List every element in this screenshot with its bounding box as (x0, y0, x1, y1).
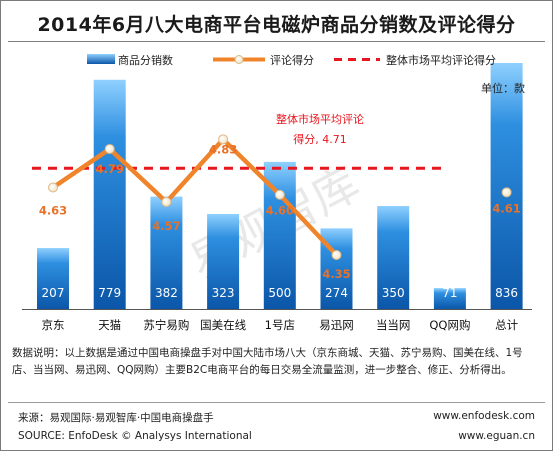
x-tick-label-3: 国美在线 (200, 318, 246, 332)
bar-6 (377, 206, 410, 309)
x-tick-label-1: 天猫 (98, 318, 121, 332)
score-label-1: 4.79 (96, 162, 124, 176)
legend-sales-label: 商品分销数 (118, 54, 173, 67)
score-marker-3 (218, 134, 229, 145)
x-tick-label-0: 京东 (42, 318, 65, 332)
bar-3 (207, 213, 240, 309)
x-tick-label-2: 苏宁易购 (143, 318, 189, 332)
title-divider (8, 41, 545, 42)
bar-value-label-6: 350 (382, 286, 405, 300)
footer-divider (8, 402, 545, 403)
bar-value-label-2: 382 (155, 286, 178, 300)
score-marker-2 (161, 196, 172, 207)
bar-0 (37, 248, 69, 309)
score-marker-5 (331, 249, 342, 260)
bar-value-label-1: 779 (98, 286, 121, 300)
bar-1 (93, 79, 126, 309)
score-marker-0 (48, 182, 58, 193)
score-marker-1 (104, 143, 115, 154)
legend-sales-swatch (87, 54, 115, 64)
footer-url-2: www.eguan.cn (458, 430, 535, 442)
score-marker-8 (501, 187, 512, 198)
chart-title: 2014年6月八大电商平台电磁炉商品分销数及评论得分 (37, 14, 516, 36)
x-tick-label-6: 当当网 (376, 318, 411, 332)
bar-value-label-8: 836 (495, 286, 518, 300)
score-line (51, 137, 339, 257)
x-tick-label-5: 易迅网 (319, 318, 354, 332)
score-label-5: 4.35 (322, 267, 350, 281)
x-tick-label-8: 总计 (495, 318, 518, 332)
bar-7 (433, 288, 466, 309)
score-label-3: 4.83 (209, 142, 237, 156)
score-label-8: 4.61 (492, 201, 520, 215)
bar-value-label-0: 207 (42, 286, 65, 300)
unit-label: 单位：款 (481, 82, 525, 95)
average-annotation-line1: 整体市场平均评论 (276, 113, 364, 126)
data-note: 数据说明：以上数据是通过中国电商操盘手对中国大陆市场八大（京东商城、天猫、苏宁易… (12, 347, 523, 376)
bar-8 (490, 63, 523, 309)
score-marker-4 (274, 189, 285, 200)
legend-score-marker (234, 55, 244, 64)
bar-value-label-3: 323 (212, 286, 235, 300)
legend-average-label: 整体市场平均评论得分 (386, 54, 496, 67)
score-label-2: 4.57 (152, 219, 180, 233)
footer-url-1: www.enfodesk.com (433, 410, 535, 422)
legend-score-label: 评论得分 (270, 54, 314, 67)
bar-value-label-7: 71 (442, 286, 457, 300)
bar-value-label-5: 274 (325, 286, 348, 300)
footer-source-en: SOURCE: EnfoDesk © Analysys Internationa… (18, 430, 252, 442)
score-label-0: 4.63 (39, 204, 67, 218)
x-tick-label-7: QQ网购 (429, 318, 470, 332)
legend: 商品分销数 评论得分 整体市场平均评论得分 (0, 52, 553, 68)
average-annotation: 整体市场平均评论 得分, 4.71 (268, 110, 372, 150)
score-label-4: 4.60 (266, 204, 294, 218)
bar-2 (150, 196, 183, 309)
x-tick-label-4: 1号店 (265, 318, 295, 332)
bar-value-label-4: 500 (268, 286, 291, 300)
footer-source-cn: 来源：易观国际·易观智库·中国电商操盘手 (18, 412, 214, 424)
average-annotation-line2: 得分, 4.71 (293, 133, 347, 146)
